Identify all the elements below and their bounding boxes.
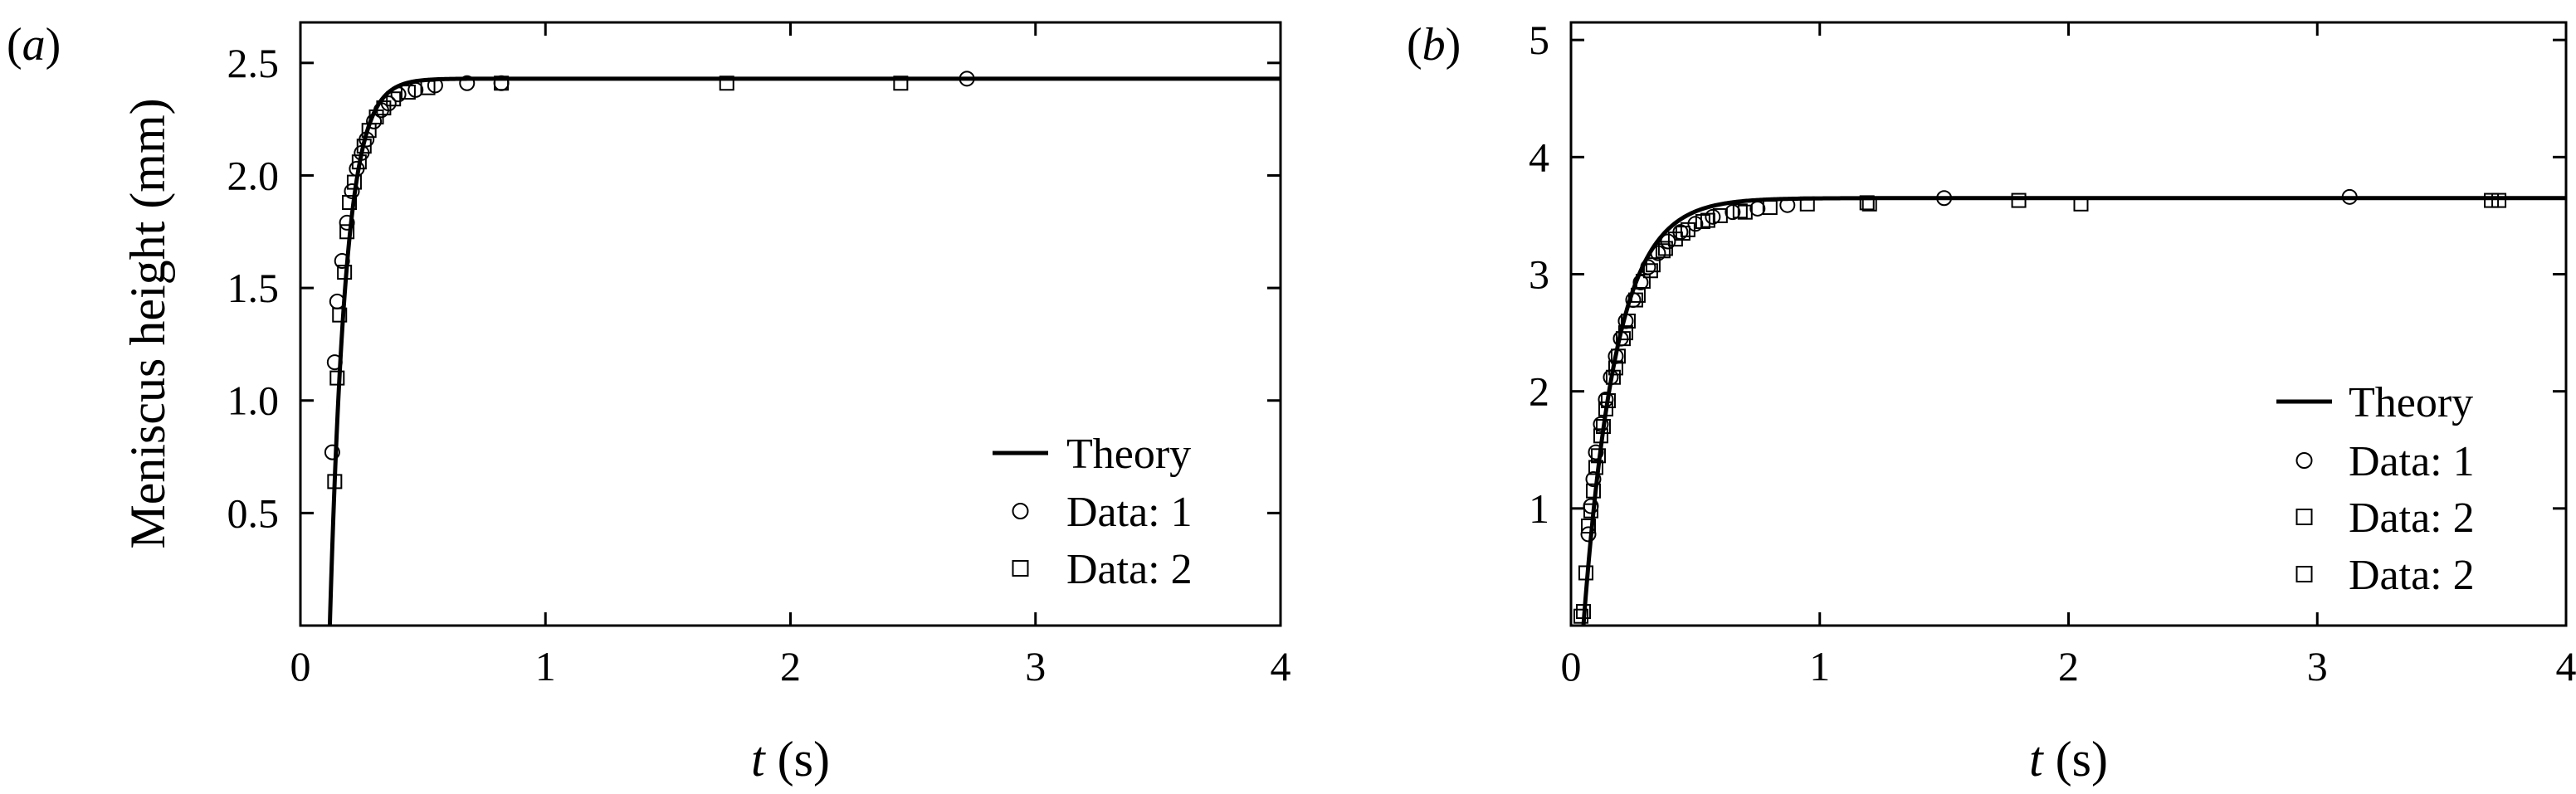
data-point-square <box>1580 519 1596 534</box>
data-point-square <box>1700 212 1715 228</box>
x-tick-label: 0 <box>1561 643 1582 689</box>
y-tick-label: 4 <box>1529 134 1549 180</box>
x-tick-label: 4 <box>1271 643 1291 689</box>
x-axis-variable: t <box>2029 732 2044 787</box>
x-tick-label: 3 <box>1025 643 1046 689</box>
legend-marker-square <box>2295 566 2313 582</box>
data-point-square <box>1642 263 1658 279</box>
y-tick-label: 0.5 <box>227 490 280 536</box>
data-point-square <box>893 76 909 91</box>
panel-label: (b) <box>1407 19 1461 71</box>
data-point-circle <box>459 75 476 91</box>
y-tick-label: 1 <box>1529 485 1549 532</box>
legend-series-label: Data: 2 <box>1066 546 1193 593</box>
legend-theory-label: Theory <box>1066 431 1191 478</box>
x-tick-label: 2 <box>780 643 801 689</box>
x-axis-space <box>2043 732 2056 787</box>
data-point-circle <box>339 214 355 231</box>
x-tick-label: 0 <box>290 643 311 689</box>
data-point-circle <box>1749 200 1766 217</box>
theory-line <box>1581 196 2566 626</box>
panel-label-close: ) <box>46 19 61 71</box>
plot-area <box>1573 188 2566 626</box>
plot-area <box>324 71 1281 626</box>
legend-series-label: Data: 2 <box>2349 552 2475 599</box>
panel-label: (a) <box>7 19 61 71</box>
data-point-square <box>1737 204 1753 220</box>
panel-label-close: ) <box>1446 19 1461 71</box>
data-point-square <box>400 85 416 100</box>
data-point-square <box>494 76 510 91</box>
panel-label-open: ( <box>1407 19 1422 71</box>
legend-marker-circle <box>1012 503 1029 519</box>
y-tick-label: 2.5 <box>227 40 280 86</box>
x-tick-label: 1 <box>535 643 556 689</box>
y-tick-label: 5 <box>1529 17 1549 63</box>
panel-a: 0 1 2 3 4 0.5 1.0 1.5 2.0 2.5 t (s) Meniscus height… <box>7 19 1291 787</box>
x-axis-label: t (s) <box>2029 732 2108 787</box>
y-tick-label: 2 <box>1529 368 1549 415</box>
data-point-square <box>719 76 734 91</box>
data-point-square <box>1695 213 1710 229</box>
data-point-square <box>1675 226 1690 241</box>
data-point-square <box>1573 608 1588 624</box>
data-point-circle <box>1588 444 1604 460</box>
legend-marker-circle <box>2295 452 2313 469</box>
data-point-circle <box>1580 526 1597 543</box>
legend: Theory Data: 1 Data: 2 <box>993 431 1193 593</box>
data-point-square <box>1712 207 1728 223</box>
x-axis-unit: (s) <box>2056 732 2108 787</box>
data-point-circle <box>324 444 340 460</box>
panel-b: 0 1 2 3 4 1 2 3 4 5 t (s) (b) Theory Data: 1 Data: 2 Da… <box>1407 17 2576 787</box>
panel-label-open: ( <box>7 19 22 71</box>
data-point-square <box>339 224 355 240</box>
data-point-circle <box>1585 471 1602 488</box>
theory-line <box>327 76 1281 626</box>
x-axis-unit: (s) <box>778 732 830 787</box>
legend-marker-square <box>2295 509 2313 525</box>
x-axis-variable: t <box>751 732 766 787</box>
legend-series-label: Data: 1 <box>1066 489 1193 536</box>
data-point-square <box>2011 192 2027 208</box>
x-tick-label: 1 <box>1809 643 1830 689</box>
data-point-square <box>2491 192 2507 208</box>
data-point-square <box>1655 243 1671 259</box>
data-point-circle <box>1593 416 1609 432</box>
legend-marker-square <box>1012 560 1029 577</box>
y-tick-label: 1.5 <box>227 265 280 311</box>
y-tick-label: 2.0 <box>227 152 280 198</box>
x-tick-label: 3 <box>2307 643 2328 689</box>
data-point-square <box>332 307 348 323</box>
data-point-square <box>1620 313 1636 329</box>
data-point-square <box>386 91 402 107</box>
data-point-square <box>1657 241 1673 256</box>
x-axis-space <box>765 732 778 787</box>
x-tick-label: 4 <box>2556 643 2576 689</box>
legend-series-label: Data: 2 <box>2349 494 2475 542</box>
panel-label-letter: b <box>1422 19 1446 71</box>
x-axis-label: t (s) <box>751 732 830 787</box>
data-point-square <box>342 195 358 211</box>
x-tick-label: 2 <box>2058 643 2079 689</box>
y-axis-label: Meniscus height (mm) <box>120 98 175 548</box>
legend: Theory Data: 1 Data: 2 Data: 2 <box>2276 379 2475 599</box>
data-point-square <box>1680 222 1695 237</box>
panel-label-letter: a <box>22 19 46 71</box>
y-tick-label: 1.0 <box>227 378 280 424</box>
data-point-square <box>1732 203 1748 219</box>
legend-series-label: Data: 1 <box>2349 438 2475 485</box>
data-point-circle <box>344 183 360 199</box>
y-tick-label: 3 <box>1529 251 1549 298</box>
legend-theory-label: Theory <box>2349 379 2473 426</box>
